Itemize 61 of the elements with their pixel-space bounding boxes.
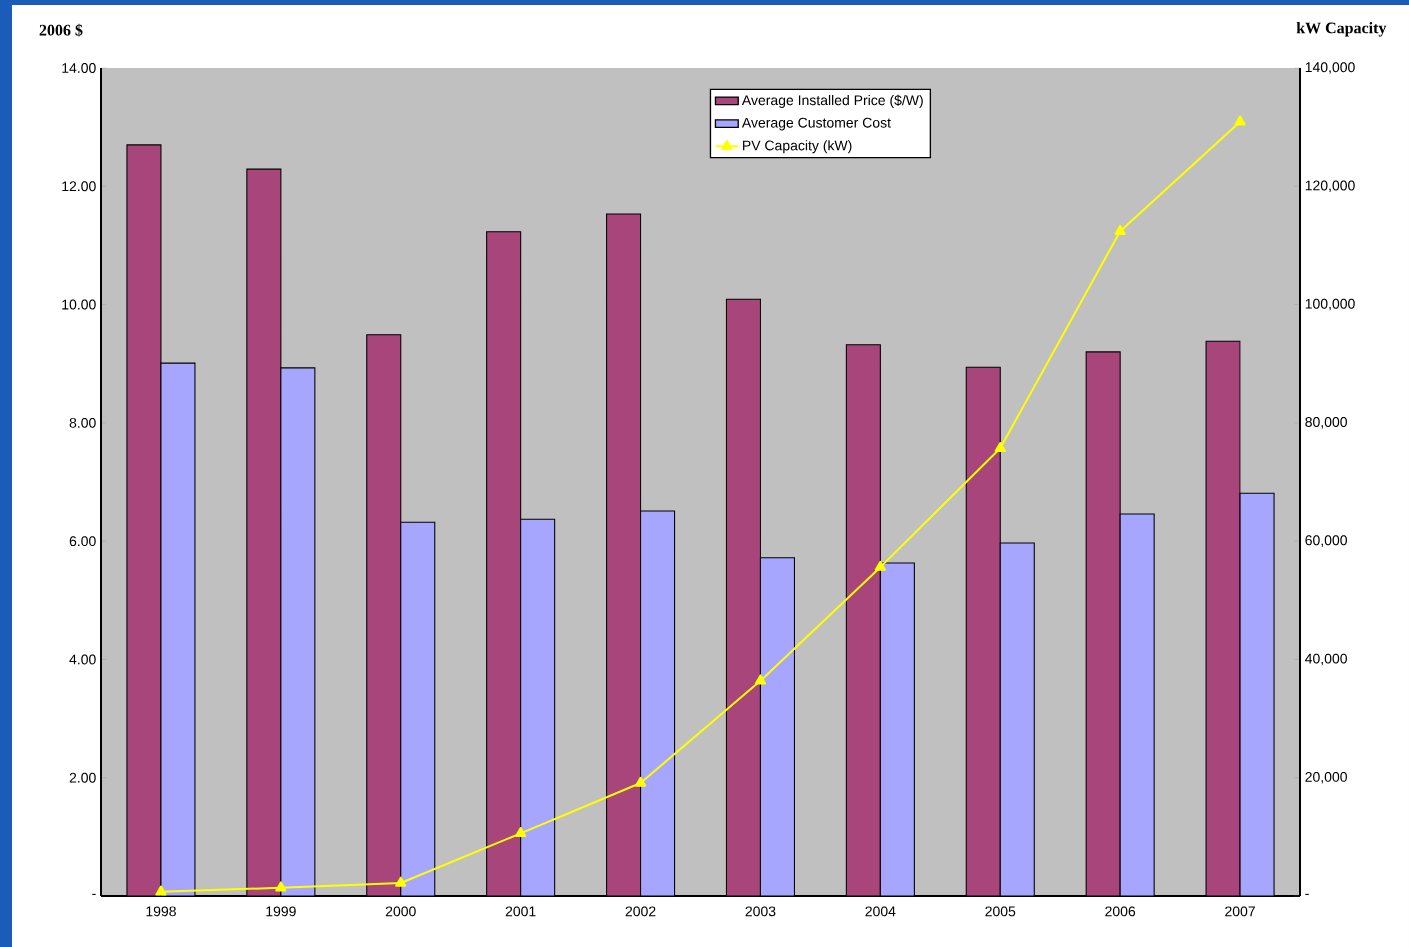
y2-tick-label: - — [1305, 893, 1309, 895]
bar — [1239, 492, 1275, 896]
bar — [280, 367, 316, 896]
bar — [486, 231, 522, 896]
bar — [1085, 351, 1121, 896]
y-tick-label: - — [92, 893, 96, 895]
point — [275, 881, 287, 892]
y2-tick-label: 120,000 — [1305, 180, 1355, 193]
point — [754, 674, 767, 685]
bar — [999, 542, 1035, 896]
point — [874, 560, 886, 571]
y-tick-label: 2.00 — [69, 772, 96, 783]
bar — [366, 334, 402, 896]
point — [994, 441, 1006, 452]
bar — [160, 362, 196, 896]
y2-tick-label: 100,000 — [1305, 298, 1355, 311]
legend-label: Average Installed Price ($/W) — [741, 94, 923, 108]
x-tick-label: 1998 — [146, 906, 176, 917]
y2-tick-label: 20,000 — [1305, 771, 1347, 784]
legend-label: Average Customer Cost — [741, 117, 891, 131]
y-tick-label: 6.00 — [69, 536, 96, 547]
point — [1234, 115, 1246, 126]
y2-tick-label: 40,000 — [1305, 653, 1347, 666]
bar — [520, 518, 556, 896]
point — [155, 885, 167, 896]
bar — [606, 213, 642, 896]
bar — [1205, 340, 1241, 896]
x-tick-label: 2006 — [1105, 906, 1136, 917]
y-tick-label: 8.00 — [69, 417, 96, 428]
y-axis-title: 2006 $ — [39, 23, 83, 37]
bar — [400, 521, 436, 896]
legend-label: PV Capacity (kW) — [743, 140, 852, 154]
y2-tick-label: 60,000 — [1305, 535, 1347, 547]
point — [1114, 224, 1126, 235]
bar — [879, 562, 915, 896]
bar — [725, 298, 761, 896]
x-tick-label: 2002 — [625, 906, 656, 917]
y-tick-label: 12.00 — [62, 181, 96, 192]
bar — [246, 168, 282, 896]
y2-tick-label: 80,000 — [1305, 417, 1347, 429]
bar — [759, 557, 795, 896]
bar — [965, 366, 1001, 896]
x-tick-label: 2005 — [985, 906, 1016, 917]
bar — [640, 510, 676, 896]
y-tick-label: 4.00 — [69, 654, 96, 665]
y2-tick-label: 140,000 — [1305, 62, 1355, 74]
x-tick-label: 2007 — [1225, 906, 1255, 917]
y2-axis-title: kW Capacity — [1296, 22, 1387, 37]
x-tick-label: 1999 — [266, 906, 296, 917]
bar — [126, 144, 162, 896]
y-tick-label: 14.00 — [62, 63, 96, 73]
x-tick-label: 2004 — [865, 906, 896, 917]
point — [634, 776, 647, 787]
x-tick-label: 2000 — [385, 906, 416, 917]
bar — [845, 344, 881, 896]
y-tick-label: 10.00 — [62, 299, 96, 310]
point — [515, 826, 527, 837]
x-tick-label: 2003 — [745, 906, 776, 917]
point — [395, 876, 407, 887]
bar — [1119, 513, 1155, 896]
x-tick-label: 2001 — [505, 906, 536, 917]
